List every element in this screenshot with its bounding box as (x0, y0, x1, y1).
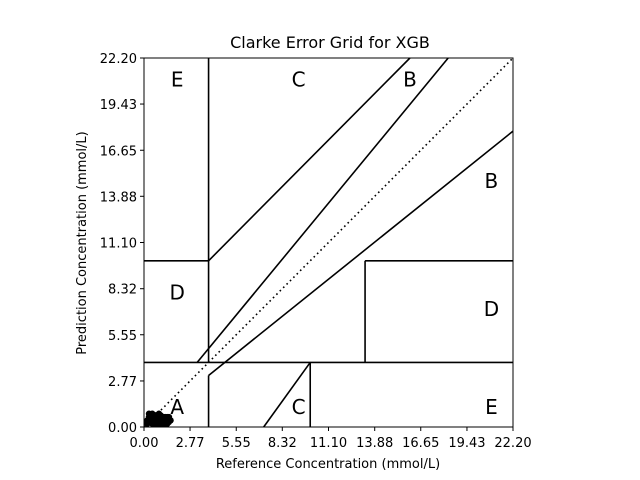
x-tick-label: 0.00 (130, 436, 159, 451)
zone-label: E (485, 395, 498, 419)
zone-boundary-line (263, 361, 311, 428)
x-tick-label: 13.88 (356, 436, 393, 451)
data-point (164, 420, 171, 427)
zone-boundary-line (208, 130, 514, 377)
data-point (149, 410, 156, 417)
y-tick-label: 2.77 (108, 375, 137, 390)
y-tick-label: 0.00 (108, 421, 137, 436)
y-axis-ticks: 0.00 2.77 5.55 8.32 11.10 13.88 16.65 19.43 22.2… (100, 52, 144, 436)
zone-label: D (484, 297, 499, 321)
zone-label: A (170, 395, 184, 419)
zone-label: B (485, 169, 499, 193)
y-tick-label: 16.65 (100, 144, 137, 159)
data-point (150, 420, 158, 427)
y-tick-label: 5.55 (108, 329, 137, 344)
x-tick-label: 8.32 (268, 436, 297, 451)
x-tick-label: 11.10 (310, 436, 347, 451)
x-tick-label: 2.77 (176, 436, 205, 451)
data-point (155, 410, 163, 417)
zone-label: E (171, 68, 184, 92)
zone-boundary-line (196, 57, 449, 363)
y-tick-label: 8.32 (108, 283, 137, 298)
y-tick-label: 11.10 (100, 237, 137, 252)
zone-label: C (292, 68, 306, 92)
y-axis-label: Prediction Concentration (mmol/L) (75, 131, 90, 354)
identity-line (143, 57, 514, 428)
x-axis-label: Reference Concentration (mmol/L) (216, 457, 440, 472)
x-axis-ticks: 0.00 2.77 5.55 8.32 11.10 13.88 16.65 19.43 22.2… (130, 427, 532, 451)
y-tick-label: 13.88 (100, 190, 137, 205)
data-point (144, 417, 151, 424)
zone-label: B (403, 68, 417, 92)
data-point (165, 413, 173, 421)
x-tick-label: 16.65 (402, 436, 439, 451)
y-tick-label: 22.20 (100, 52, 137, 67)
zone-label: D (170, 280, 185, 304)
plot-area: E C B B D D A C E (143, 57, 514, 428)
x-tick-label: 19.43 (448, 436, 485, 451)
x-tick-label: 5.55 (222, 436, 251, 451)
chart-title: Clarke Error Grid for XGB (230, 33, 430, 52)
zone-label: C (292, 395, 306, 419)
zone-boundary-line (208, 57, 411, 262)
x-tick-label: 22.20 (494, 436, 531, 451)
y-tick-label: 19.43 (100, 98, 137, 113)
